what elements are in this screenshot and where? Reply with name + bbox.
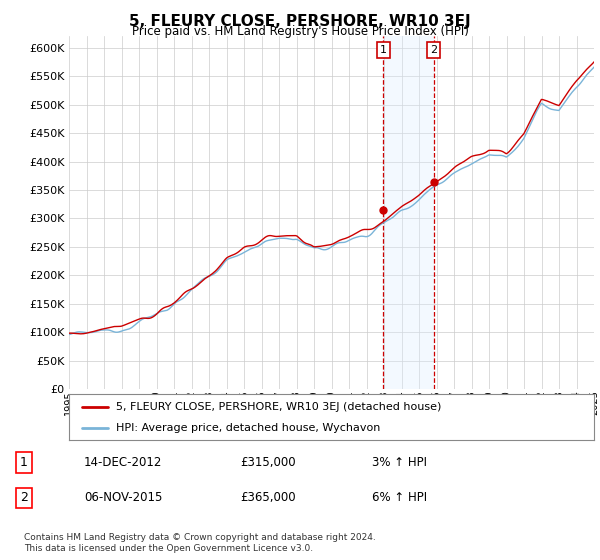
Text: £315,000: £315,000	[240, 456, 296, 469]
Text: 5, FLEURY CLOSE, PERSHORE, WR10 3EJ: 5, FLEURY CLOSE, PERSHORE, WR10 3EJ	[129, 14, 471, 29]
Text: 5, FLEURY CLOSE, PERSHORE, WR10 3EJ (detached house): 5, FLEURY CLOSE, PERSHORE, WR10 3EJ (det…	[116, 402, 442, 412]
Text: 3% ↑ HPI: 3% ↑ HPI	[372, 456, 427, 469]
Text: HPI: Average price, detached house, Wychavon: HPI: Average price, detached house, Wych…	[116, 423, 380, 433]
Text: 6% ↑ HPI: 6% ↑ HPI	[372, 491, 427, 505]
Text: 2: 2	[20, 491, 28, 505]
Bar	[383, 36, 434, 389]
Text: 1: 1	[380, 45, 387, 55]
Text: Contains HM Land Registry data © Crown copyright and database right 2024.
This d: Contains HM Land Registry data © Crown c…	[24, 533, 376, 553]
Text: 14-DEC-2012: 14-DEC-2012	[84, 456, 163, 469]
Text: £365,000: £365,000	[240, 491, 296, 505]
Text: 06-NOV-2015: 06-NOV-2015	[84, 491, 163, 505]
Text: 2: 2	[430, 45, 437, 55]
Text: 1: 1	[20, 456, 28, 469]
Text: Price paid vs. HM Land Registry's House Price Index (HPI): Price paid vs. HM Land Registry's House …	[131, 25, 469, 38]
